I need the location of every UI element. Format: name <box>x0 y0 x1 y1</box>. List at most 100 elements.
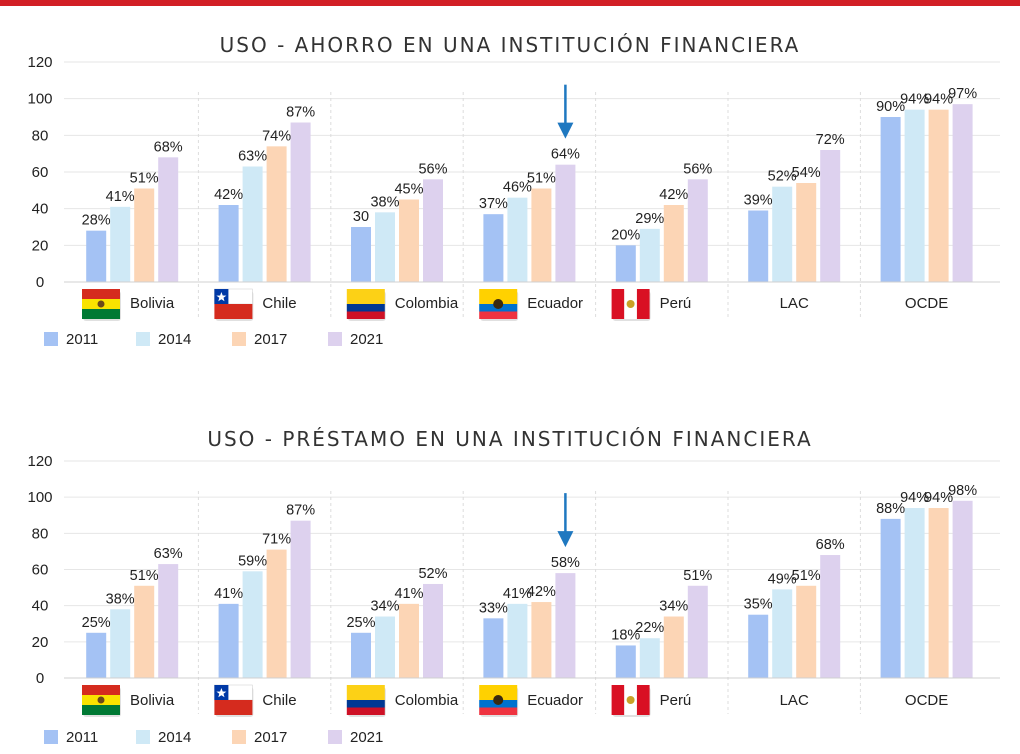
colombia-flag-icon <box>346 685 386 717</box>
bar-2014 <box>507 197 528 282</box>
data-label: 35% <box>744 597 773 613</box>
data-label: 51% <box>792 568 821 584</box>
bar-2021 <box>820 555 841 678</box>
legend-swatch <box>328 730 342 744</box>
y-tick-label: 100 <box>27 91 52 108</box>
bar-2014 <box>375 212 395 282</box>
bar-2014 <box>772 186 793 282</box>
bar-2017 <box>266 146 287 282</box>
bar-2011 <box>86 632 107 678</box>
legend-item-2021: 2021 <box>328 729 383 746</box>
bar-2011 <box>351 227 371 282</box>
category-label: Ecuador <box>527 692 583 709</box>
bar-2017 <box>399 199 419 282</box>
chart-title: USO - PRÉSTAMO EN UNA INSTITUCIÓN FINANC… <box>207 427 812 451</box>
category-label: Colombia <box>395 295 459 312</box>
bar-2014 <box>242 166 263 282</box>
category-label: Perú <box>660 295 692 312</box>
category-label: Chile <box>262 692 296 709</box>
data-label: 28% <box>82 213 111 229</box>
bar-2011 <box>218 603 239 678</box>
savings-chart: USO - AHORRO EN UNA INSTITUCIÓN FINANCIE… <box>27 33 1000 348</box>
data-label: 30 <box>353 209 369 225</box>
data-label: 34% <box>370 599 399 615</box>
bolivia-flag-icon <box>82 289 121 321</box>
data-label: 52% <box>418 566 447 582</box>
bar-2014 <box>904 508 925 678</box>
y-tick-label: 100 <box>27 489 52 506</box>
data-label: 54% <box>792 165 821 181</box>
legend-label: 2014 <box>158 729 191 746</box>
bar-2014 <box>904 109 925 283</box>
category-label: Bolivia <box>130 692 175 709</box>
bar-2011 <box>86 230 107 282</box>
legend-label: 2017 <box>254 331 287 348</box>
data-label: 33% <box>479 600 508 616</box>
bar-2021 <box>158 157 179 282</box>
legend-label: 2021 <box>350 331 383 348</box>
data-label: 58% <box>551 555 580 571</box>
y-tick-label: 60 <box>32 164 49 181</box>
data-label: 90% <box>876 99 905 115</box>
y-tick-label: 20 <box>32 634 49 651</box>
bar-2014 <box>110 206 131 282</box>
bar-2021 <box>820 150 841 282</box>
y-tick-label: 60 <box>32 562 49 579</box>
chile-flag-icon <box>214 288 254 321</box>
category-label: Colombia <box>395 692 459 709</box>
data-label: 59% <box>238 553 267 569</box>
y-tick-label: 0 <box>36 274 44 291</box>
data-label: 34% <box>659 599 688 615</box>
chile-flag-icon <box>214 684 254 717</box>
data-label: 18% <box>611 627 640 643</box>
data-label: 41% <box>503 586 532 602</box>
data-label: 97% <box>948 86 977 102</box>
chart-title: USO - AHORRO EN UNA INSTITUCIÓN FINANCIE… <box>220 33 801 57</box>
data-label: 56% <box>683 161 712 177</box>
y-tick-label: 0 <box>36 670 44 687</box>
data-label: 56% <box>418 161 447 177</box>
data-label: 49% <box>768 571 797 587</box>
category-label: OCDE <box>905 692 948 709</box>
ecuador-flag-icon <box>479 289 519 321</box>
y-tick-label: 120 <box>27 54 52 71</box>
ecuador-flag-icon <box>479 685 519 717</box>
data-label: 51% <box>683 568 712 584</box>
data-label: 71% <box>262 532 291 548</box>
data-label: 45% <box>394 182 423 198</box>
data-label: 64% <box>551 147 580 163</box>
y-tick-label: 80 <box>32 525 49 542</box>
data-label: 63% <box>238 149 267 165</box>
data-label: 38% <box>106 591 135 607</box>
bar-2011 <box>748 614 769 678</box>
bar-2014 <box>507 603 528 678</box>
bar-2021 <box>423 179 443 282</box>
bar-2017 <box>266 549 287 678</box>
bar-2011 <box>483 618 504 678</box>
bar-2017 <box>928 508 949 678</box>
category-label: OCDE <box>905 295 948 312</box>
category-label: Chile <box>262 295 296 312</box>
peru-flag-icon <box>611 289 651 321</box>
data-label: 46% <box>503 180 532 196</box>
data-label: 41% <box>106 189 135 205</box>
y-tick-label: 40 <box>32 598 49 615</box>
loans-chart: USO - PRÉSTAMO EN UNA INSTITUCIÓN FINANC… <box>27 427 1000 746</box>
legend-label: 2017 <box>254 729 287 746</box>
legend-label: 2011 <box>66 729 98 746</box>
data-label: 25% <box>82 615 111 631</box>
legend-label: 2014 <box>158 331 191 348</box>
legend-item-2021: 2021 <box>328 331 383 348</box>
bar-2017 <box>663 205 684 282</box>
legend-item-2011: 2011 <box>44 331 98 348</box>
bar-2021 <box>555 573 576 678</box>
bar-2014 <box>375 616 395 678</box>
data-label: 51% <box>130 568 159 584</box>
bar-2021 <box>290 520 311 678</box>
data-label: 94% <box>924 92 953 108</box>
y-tick-label: 120 <box>27 453 52 470</box>
data-label: 51% <box>130 171 159 187</box>
data-label: 94% <box>924 490 953 506</box>
legend-item-2011: 2011 <box>44 729 98 746</box>
legend-swatch <box>44 730 58 744</box>
